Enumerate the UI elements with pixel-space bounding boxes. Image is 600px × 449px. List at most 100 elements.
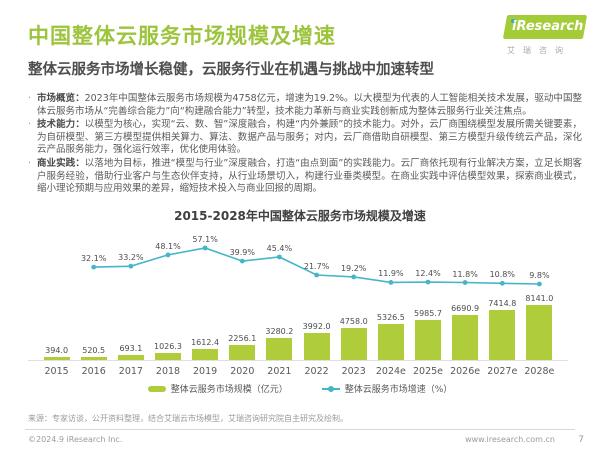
growth-rate-label: 39.9% xyxy=(229,248,255,258)
legend-label: 整体云服务市场规模（亿元） xyxy=(170,385,288,395)
summary-bullets: · 市场概览：2023年中国整体云服务市场规模为4758亿元，增速为19.2%。以… xyxy=(28,93,582,197)
x-axis-label: 2028e xyxy=(524,366,555,377)
x-axis-label: 2024e xyxy=(375,366,406,377)
bar xyxy=(526,305,553,360)
x-axis-label: 2025e xyxy=(412,366,444,377)
bar xyxy=(340,327,367,360)
growth-line xyxy=(91,245,542,287)
bar-value-label: 5985.7 xyxy=(414,308,442,318)
growth-point xyxy=(277,254,282,260)
bullet-market-overview: · 市场概览：2023年中国整体云服务市场规模为4758亿元，增速为19.2%。以… xyxy=(28,93,582,118)
x-axis-label: 2019 xyxy=(193,366,218,377)
x-axis-label: 2023 xyxy=(341,366,366,377)
page-number: 7 xyxy=(578,435,584,445)
x-axis-line xyxy=(28,360,568,361)
growth-point xyxy=(202,245,208,251)
x-axis-label: 2017 xyxy=(118,366,143,377)
bar-value-label: 4758.0 xyxy=(339,316,368,326)
footer-divider xyxy=(25,429,575,430)
bullet-marker: · xyxy=(28,93,32,104)
x-axis-label: 2020 xyxy=(230,366,255,377)
growth-rate-label: 45.4% xyxy=(266,244,293,253)
growth-point xyxy=(537,281,542,287)
bar xyxy=(452,314,479,360)
chart-legend: 整体云服务市场规模（亿元） 整体云服务市场增速（%） xyxy=(0,382,600,395)
growth-rate-label: 10.8% xyxy=(489,270,515,280)
bar xyxy=(117,355,144,360)
growth-point xyxy=(351,274,357,280)
source-note: 来源：专家访谈，公开资料整理，结合艾瑞云市场模型，艾瑞咨询研究院自主研究及绘制。 xyxy=(28,414,348,423)
bar xyxy=(43,357,70,360)
bar xyxy=(415,319,441,360)
page-subtitle: 整体云服务市场增长稳健，云服务行业在机遇与挑战中加速转型 xyxy=(28,62,434,78)
bar-value-label: 693.1 xyxy=(119,344,143,354)
bar xyxy=(155,353,181,360)
legend-item-growth-rate: 整体云服务市场增速（%） xyxy=(321,382,453,395)
legend-item-market-size: 整体云服务市场规模（亿元） xyxy=(147,382,288,395)
bar xyxy=(192,349,219,360)
bullet-text: 以模型为核心，实现“云、数、智”深度融合，构建“内外兼顾”的技术能力。对外，云厂… xyxy=(37,119,582,156)
logo-brand-cn: 艾瑞咨询 xyxy=(507,46,571,55)
x-axis-label: 2015 xyxy=(44,366,69,377)
bar xyxy=(80,356,107,360)
growth-rate-label: 11.8% xyxy=(452,269,478,279)
bar-series-swatch xyxy=(147,385,166,392)
growth-rate-label: 33.2% xyxy=(118,253,144,263)
bullet-text: 2023年中国整体云服务市场规模为4758亿元，增速为19.2%。以大模型为代表… xyxy=(37,93,582,117)
bar xyxy=(489,309,516,360)
growth-rate-label: 19.2% xyxy=(340,263,367,273)
growth-point xyxy=(91,264,97,270)
growth-rate-label: 9.8% xyxy=(529,271,550,280)
x-axis-label: 2027e xyxy=(487,366,518,377)
bar-value-label: 5326.5 xyxy=(376,313,405,322)
chart-plot: 394.0 2015 520.5 2016 693.1 2017 1026.3 2018 161… xyxy=(28,225,568,385)
growth-rate-label: 32.1% xyxy=(80,254,107,264)
page-title: 中国整体云服务市场规模及增速 xyxy=(28,24,336,48)
bullet-tech-capability: · 技术能力：以模型为核心，实现“云、数、智”深度融合，构建“内外兼顾”的技术能力… xyxy=(28,119,582,157)
iresearch-logo: iResearch 艾瑞咨询 xyxy=(502,15,588,57)
growth-rate-label: 11.9% xyxy=(378,269,404,279)
bar-value-label: 6690.9 xyxy=(451,303,480,313)
website-url: www.iresearch.com.cn xyxy=(465,435,555,444)
growth-point xyxy=(462,280,468,285)
growth-point xyxy=(499,280,505,286)
legend-label: 整体云服务市场增速（%） xyxy=(344,385,453,395)
bullet-marker: · xyxy=(28,157,32,169)
bar-value-label: 520.5 xyxy=(82,345,106,355)
growth-point xyxy=(165,252,171,258)
bullet-text: 以落地为目标，推进“模型与行业”深度融合，打造“由点到面”的实践能力。云厂商依托… xyxy=(37,157,582,195)
bullet-label: 市场概览： xyxy=(37,93,85,104)
bullet-label: 商业实践： xyxy=(37,157,85,169)
chart-title: 2015-2028年中国整体云服务市场规模及增速 xyxy=(174,209,426,223)
bar-value-label: 2256.1 xyxy=(228,333,257,343)
growth-rate-label: 57.1% xyxy=(192,235,218,244)
growth-point xyxy=(128,263,134,269)
bar-value-label: 3992.0 xyxy=(302,322,331,331)
growth-rate-label: 12.4% xyxy=(415,269,441,279)
bar xyxy=(377,324,404,360)
x-axis-label: 2022 xyxy=(304,366,329,377)
bar-value-label: 7414.8 xyxy=(488,298,517,308)
bullet-marker: · xyxy=(28,119,32,131)
bar-value-label: 3280.2 xyxy=(265,326,294,336)
logo-i-dot-icon xyxy=(511,19,515,23)
bullet-business-practice: · 商业实践：以落地为目标，推进“模型与行业”深度融合，打造“由点到面”的实践能力… xyxy=(28,158,582,196)
bar xyxy=(303,333,330,360)
bar-value-label: 1026.3 xyxy=(154,342,182,352)
growth-rate-label: 48.1% xyxy=(155,241,181,251)
logo-brand-text: iResearch xyxy=(512,19,584,34)
bar-value-label: 8141.0 xyxy=(525,294,554,303)
x-axis-label: 2018 xyxy=(155,366,181,377)
copyright-text: ©2024.9 iResearch Inc. xyxy=(28,435,123,444)
x-axis-label: 2021 xyxy=(267,366,292,377)
x-axis-label: 2016 xyxy=(81,366,106,377)
bar xyxy=(266,337,293,360)
bar-value-label: 1612.4 xyxy=(191,338,220,348)
growth-rate-label: 21.7% xyxy=(303,262,330,271)
growth-point xyxy=(239,258,245,264)
bullet-label: 技术能力： xyxy=(37,119,85,131)
growth-point xyxy=(425,279,431,285)
growth-point xyxy=(388,280,394,285)
bar-value-label: 394.0 xyxy=(45,346,69,356)
